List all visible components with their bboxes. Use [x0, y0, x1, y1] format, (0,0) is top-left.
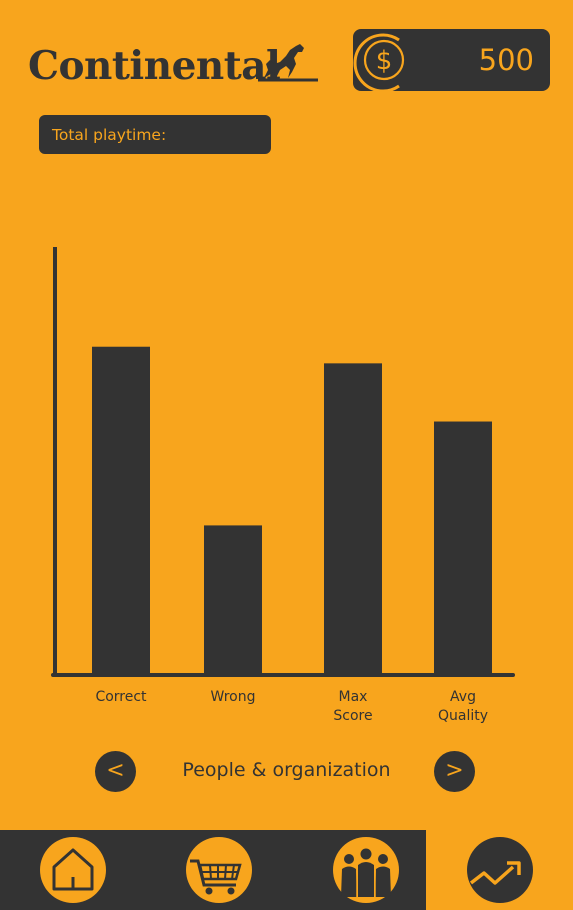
chart-bar — [324, 363, 382, 675]
playtime-box: Total playtime: — [39, 115, 271, 154]
svg-text:$: $ — [376, 46, 393, 76]
next-category-button[interactable]: > — [434, 751, 475, 792]
rearing-horse-icon — [258, 44, 318, 82]
home-icon — [52, 848, 94, 891]
x-tick-label: Avg Quality — [437, 689, 489, 724]
chart-bar — [434, 421, 492, 675]
category-title: People & organization — [182, 759, 391, 781]
nav-team-button[interactable] — [333, 837, 399, 903]
prev-category-button[interactable]: < — [95, 751, 136, 792]
x-tick-label: Max Score — [333, 689, 373, 724]
logo-wordmark: Continental — [28, 43, 281, 89]
chart-bar — [92, 346, 150, 675]
nav-stats-button[interactable] — [467, 837, 533, 903]
coin-amount: 500 — [478, 43, 534, 77]
continental-logo: Continental — [28, 40, 318, 92]
stats-bar-chart — [51, 247, 515, 677]
trending-chart-icon — [469, 861, 521, 885]
chart-bar — [204, 525, 262, 675]
shopping-cart-icon — [190, 859, 242, 895]
x-tick-label: Wrong — [210, 689, 256, 705]
playtime-label: Total playtime: — [52, 126, 167, 144]
nav-home-button[interactable] — [40, 837, 106, 903]
nav-shop-button[interactable] — [186, 837, 252, 903]
x-tick-label: Correct — [95, 689, 147, 705]
coin-balance: $ 500 — [353, 29, 550, 91]
dollar-coin-icon: $ — [353, 33, 405, 91]
people-team-icon — [341, 848, 391, 897]
